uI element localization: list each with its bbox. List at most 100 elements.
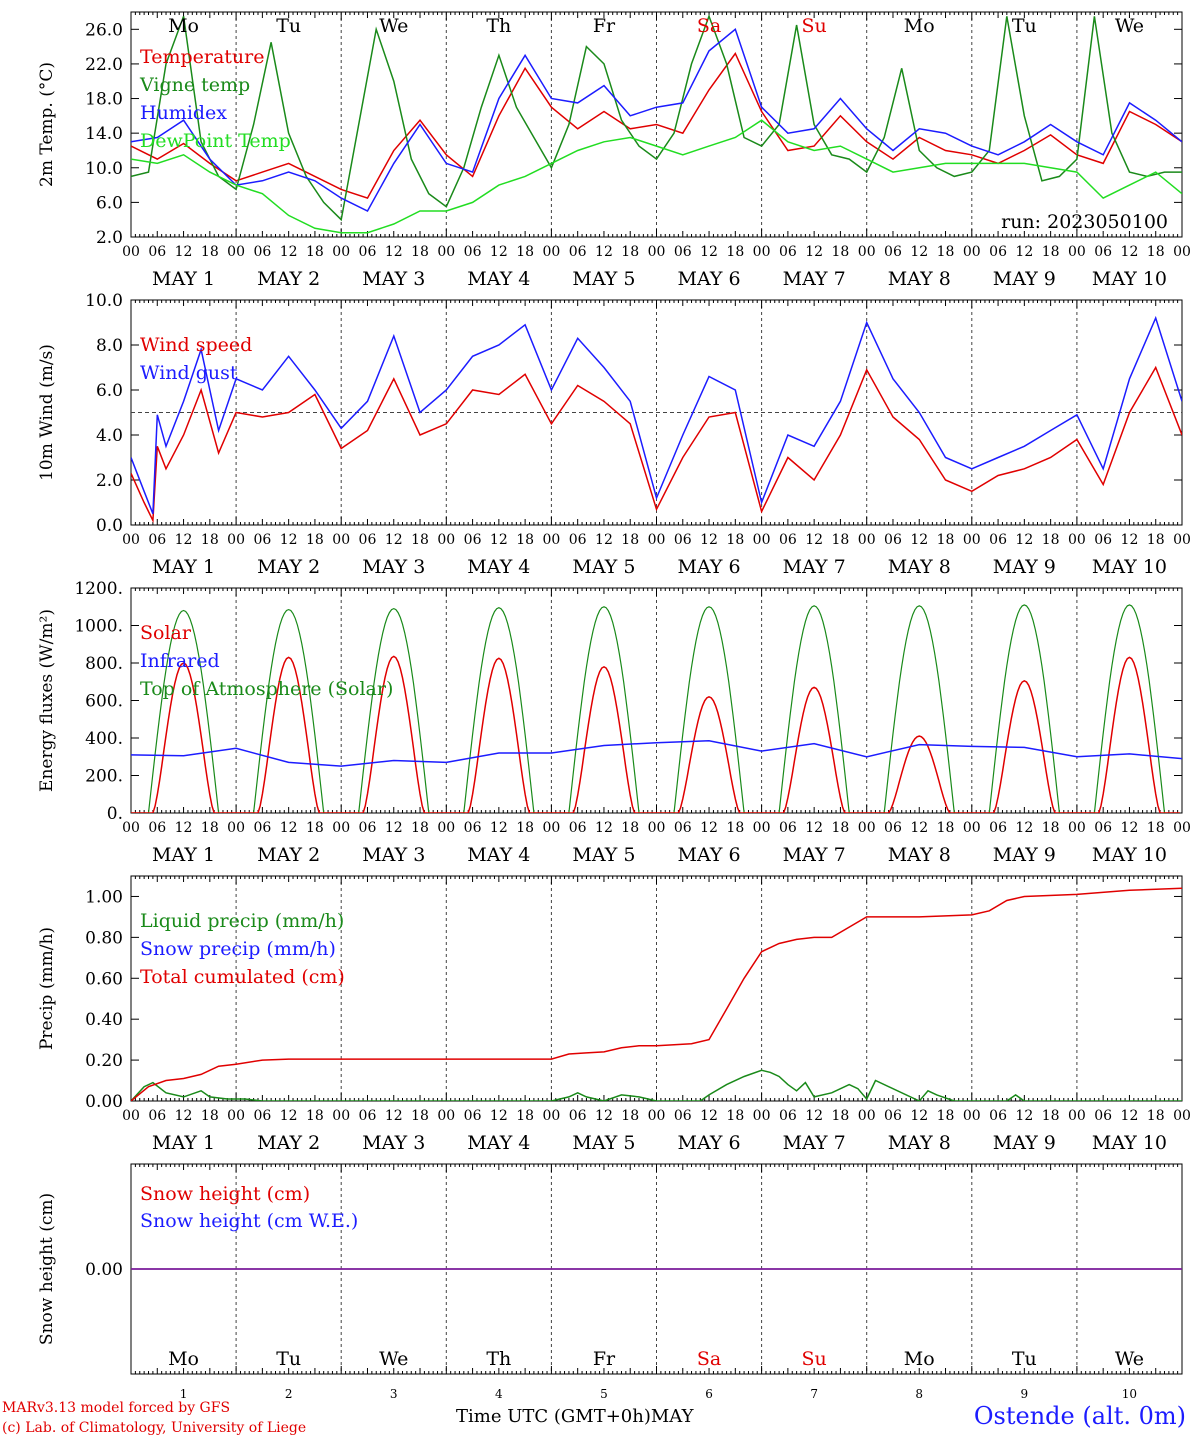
- hour-label: 18: [1147, 820, 1165, 836]
- hour-label: 18: [726, 244, 744, 260]
- y-tick-label: 0.0: [96, 516, 123, 536]
- hour-label: 06: [674, 820, 692, 836]
- hour-label: 06: [1094, 532, 1112, 548]
- hour-label: 12: [1015, 244, 1033, 260]
- hour-label: 00: [332, 1108, 350, 1124]
- date-label: MAY 2: [257, 1132, 320, 1154]
- hour-label: 06: [569, 244, 587, 260]
- hour-label: 18: [832, 244, 850, 260]
- hour-label: 18: [411, 244, 429, 260]
- hour-label: 18: [201, 244, 219, 260]
- hour-label: 12: [595, 820, 613, 836]
- series-total-cumulated-cm-: [131, 887, 1182, 1101]
- date-label: MAY 8: [888, 268, 951, 290]
- hour-label: 18: [937, 532, 955, 548]
- hour-label: 18: [411, 532, 429, 548]
- time-axis-label: Time UTC (GMT+0h)MAY: [456, 1406, 693, 1427]
- day-number: 5: [600, 1387, 608, 1401]
- hour-label: 12: [490, 244, 508, 260]
- y-tick-label: 1.00: [85, 887, 123, 907]
- hour-label: 00: [1068, 244, 1086, 260]
- hour-label: 06: [359, 1108, 377, 1124]
- series-wind-gust: [131, 315, 1182, 515]
- weekday-label: Su: [802, 1348, 827, 1370]
- day-number: 1: [180, 1387, 188, 1401]
- y-tick-label: 6.0: [96, 381, 123, 401]
- hour-label: 12: [280, 820, 298, 836]
- date-label: MAY 5: [572, 1132, 635, 1154]
- hour-label: 12: [175, 820, 193, 836]
- date-label: MAY 3: [362, 268, 425, 290]
- plot-area: [131, 315, 1182, 524]
- month-label: MAY: [650, 1406, 694, 1427]
- hour-label: 18: [937, 820, 955, 836]
- hour-label: 00: [753, 1108, 771, 1124]
- hour-label: 00: [1173, 532, 1191, 548]
- y-tick-label: 0.20: [85, 1051, 123, 1071]
- date-label: MAY 1: [152, 268, 215, 290]
- hour-label: 12: [700, 532, 718, 548]
- hour-label: 12: [700, 820, 718, 836]
- hour-label: 06: [674, 1108, 692, 1124]
- credit-line-2: (c) Lab. of Climatology, University of L…: [2, 1420, 307, 1436]
- date-label: MAY 5: [572, 556, 635, 578]
- date-label: MAY 6: [678, 1132, 741, 1154]
- hour-label: 18: [411, 820, 429, 836]
- hour-label: 06: [148, 1108, 166, 1124]
- hour-label: 06: [989, 244, 1007, 260]
- hour-label: 00: [122, 820, 140, 836]
- station-name: Ostende (alt. 0m): [973, 1402, 1186, 1430]
- hour-label: 06: [148, 820, 166, 836]
- y-tick-label: 0.00: [85, 1260, 123, 1280]
- hour-label: 00: [332, 532, 350, 548]
- hour-label: 06: [569, 532, 587, 548]
- date-label: MAY 9: [993, 844, 1056, 866]
- hour-label: 06: [884, 1108, 902, 1124]
- date-label: MAY 1: [152, 556, 215, 578]
- weekday-label: Tu: [1012, 1348, 1037, 1370]
- hour-label: 06: [359, 532, 377, 548]
- date-label: MAY 10: [1092, 268, 1167, 290]
- plot-frame: [130, 587, 1183, 814]
- hour-label: 12: [175, 1108, 193, 1124]
- series-top-of-atmosphere-solar: [131, 604, 1180, 813]
- hour-label: 18: [1147, 532, 1165, 548]
- hour-label: 18: [306, 1108, 324, 1124]
- hour-label: 00: [858, 1108, 876, 1124]
- y-axis-title: Snow height (cm): [37, 1193, 57, 1345]
- hour-label: 12: [1121, 820, 1139, 836]
- hour-label: 00: [858, 244, 876, 260]
- hour-label: 00: [963, 820, 981, 836]
- date-label: MAY 1: [152, 844, 215, 866]
- hour-label: 12: [700, 244, 718, 260]
- hour-label: 00: [753, 532, 771, 548]
- hour-label: 18: [832, 1108, 850, 1124]
- y-tick-label: 6.0: [96, 193, 123, 213]
- hour-label: 06: [464, 1108, 482, 1124]
- hour-label: 00: [227, 1108, 245, 1124]
- hour-label: 18: [516, 1108, 534, 1124]
- hour-label: 00: [227, 244, 245, 260]
- y-tick-label: 14.0: [85, 124, 123, 144]
- weekday-label: We: [379, 15, 408, 37]
- legend-entry: Snow precip (mm/h): [140, 938, 336, 960]
- panel-5: 0.00 Snow height (cm) Snow height (cm) Snow…: [37, 1163, 1183, 1375]
- weekday-label: Fr: [593, 1348, 616, 1370]
- weekday-label: Tu: [276, 1348, 301, 1370]
- hour-label: 18: [621, 244, 639, 260]
- date-label: MAY 4: [467, 844, 530, 866]
- y-tick-label: 10.0: [85, 159, 123, 179]
- hour-label: 00: [648, 1108, 666, 1124]
- hour-label: 12: [805, 532, 823, 548]
- hour-label: 06: [1094, 244, 1112, 260]
- hour-label: 00: [542, 1108, 560, 1124]
- hour-label: 06: [779, 532, 797, 548]
- date-label: MAY 6: [678, 844, 741, 866]
- hour-label: 06: [148, 244, 166, 260]
- hour-label: 18: [306, 244, 324, 260]
- hour-label: 06: [779, 1108, 797, 1124]
- hour-label: 06: [253, 532, 271, 548]
- y-tick-label: 1000.: [74, 617, 123, 637]
- run-label: run: 2023050100: [1001, 211, 1168, 233]
- series-infrared: [131, 740, 1182, 767]
